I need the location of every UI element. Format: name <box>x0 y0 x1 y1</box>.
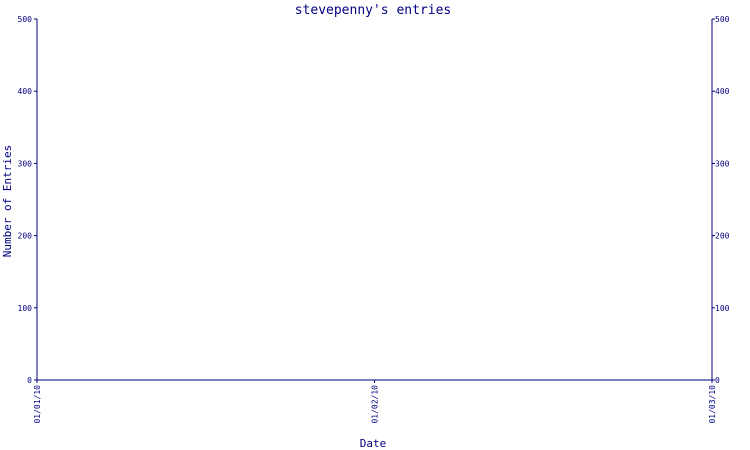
y-tick-label-left: 300 <box>18 159 33 168</box>
chart-title: stevepenny's entries <box>295 3 452 18</box>
y-tick-label-right: 0 <box>715 376 720 385</box>
x-tick-label: 01/03/10 <box>708 385 717 424</box>
y-tick-label-left: 400 <box>18 87 33 96</box>
y-ticks-right: 0 100 200 300 400 500 <box>712 15 730 385</box>
y-tick-label-left: 200 <box>18 232 33 241</box>
plot-area <box>36 19 713 381</box>
x-axis-label: Date <box>360 437 387 450</box>
y-tick-label-right: 400 <box>715 87 730 96</box>
x-tick-label: 01/01/10 <box>33 385 42 424</box>
y-tick-label-right: 200 <box>715 232 730 241</box>
y-ticks-left: 0 100 200 300 400 500 <box>18 15 37 385</box>
y-tick-label-right: 300 <box>715 159 730 168</box>
y-tick-label-right: 500 <box>715 15 730 24</box>
y-tick-label-right: 100 <box>715 304 730 313</box>
y-tick-label-left: 100 <box>18 304 33 313</box>
y-tick-label-left: 500 <box>18 15 33 24</box>
x-ticks: 01/01/10 01/02/10 01/03/10 <box>33 380 717 424</box>
y-axis-label: Number of Entries <box>1 145 14 258</box>
y-tick-label-left: 0 <box>27 376 32 385</box>
x-tick-label: 01/02/10 <box>371 385 380 424</box>
